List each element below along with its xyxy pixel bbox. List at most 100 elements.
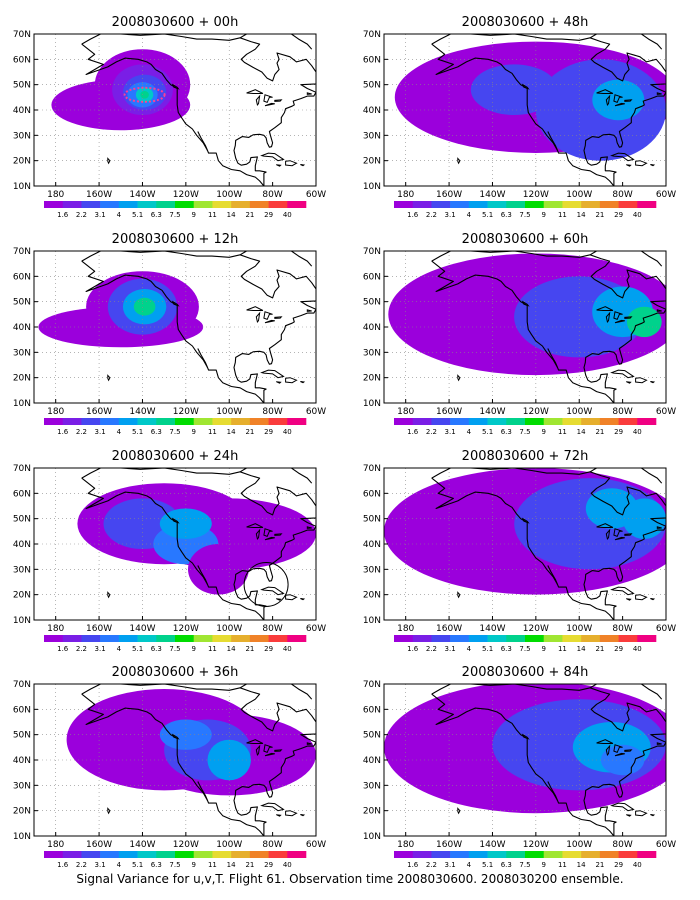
colorbar-label: 11 bbox=[558, 428, 567, 436]
variance-field bbox=[384, 468, 666, 595]
colorbar-label: 9 bbox=[541, 861, 545, 869]
colorbar-swatch bbox=[487, 635, 507, 642]
y-tick-label: 30N bbox=[13, 781, 31, 791]
colorbar-label: 7.5 bbox=[169, 428, 180, 436]
x-tick-label: 160W bbox=[436, 407, 462, 417]
colorbar-label: 40 bbox=[283, 645, 292, 653]
x-tick-label: 120W bbox=[173, 840, 199, 850]
colorbar-swatch bbox=[137, 418, 157, 425]
y-tick-label: 10N bbox=[363, 182, 381, 192]
map-panel-5: 2008030600 + 24h 180 160W 140W 120W 100W 80W 60… bbox=[13, 449, 326, 653]
colorbar-label: 40 bbox=[633, 211, 642, 219]
x-tick-label: 100W bbox=[566, 624, 592, 634]
colorbar-swatch bbox=[81, 201, 101, 208]
variance-contour bbox=[470, 64, 558, 115]
colorbar-swatch bbox=[231, 418, 251, 425]
x-tick-label: 100W bbox=[216, 190, 242, 200]
colorbar-swatch bbox=[118, 635, 138, 642]
variance-contour bbox=[133, 297, 156, 316]
colorbar-swatch bbox=[44, 201, 64, 208]
map-panel-4: 2008030600 + 60h 180 160W 140W 120W 100W 80W 60… bbox=[363, 232, 676, 436]
colorbar-swatch bbox=[506, 418, 526, 425]
colorbar-label: 2.2 bbox=[426, 211, 437, 219]
y-tick-label: 40N bbox=[13, 756, 31, 766]
colorbar-label: 6.3 bbox=[151, 645, 162, 653]
y-tick-label: 40N bbox=[363, 540, 381, 550]
colorbar-label: 6.3 bbox=[151, 861, 162, 869]
colorbar-swatch bbox=[268, 418, 288, 425]
colorbar-swatch bbox=[618, 635, 638, 642]
x-tick-label: 140W bbox=[129, 190, 155, 200]
colorbar-label: 1.6 bbox=[57, 645, 69, 653]
colorbar-swatch bbox=[468, 418, 488, 425]
colorbar-swatch bbox=[468, 851, 488, 858]
colorbar-swatch bbox=[562, 851, 582, 858]
colorbar-swatch bbox=[100, 201, 120, 208]
panel-title: 2008030600 + 48h bbox=[462, 15, 589, 30]
colorbar-label: 7.5 bbox=[519, 645, 530, 653]
x-tick-label: 60W bbox=[306, 840, 326, 850]
y-tick-label: 20N bbox=[363, 374, 381, 384]
colorbar-swatch bbox=[581, 635, 601, 642]
y-tick-label: 30N bbox=[363, 131, 381, 141]
panel-title: 2008030600 + 72h bbox=[462, 449, 589, 464]
colorbar-swatch bbox=[618, 418, 638, 425]
colorbar-label: 4 bbox=[467, 428, 472, 436]
y-tick-label: 20N bbox=[363, 157, 381, 167]
colorbar-label: 9 bbox=[191, 211, 195, 219]
circled-region bbox=[243, 562, 289, 607]
colorbar-label: 1.6 bbox=[407, 861, 419, 869]
colorbar-swatch bbox=[212, 418, 232, 425]
colorbar-label: 40 bbox=[283, 428, 292, 436]
variance-contour bbox=[159, 508, 212, 539]
y-tick-label: 30N bbox=[13, 348, 31, 358]
colorbar-label: 6.3 bbox=[501, 211, 512, 219]
x-tick-label: 140W bbox=[129, 407, 155, 417]
colorbar-swatch bbox=[231, 635, 251, 642]
colorbar-label: 4 bbox=[117, 211, 122, 219]
colorbar-label: 9 bbox=[541, 428, 545, 436]
colorbar-label: 14 bbox=[227, 645, 236, 653]
colorbar-label: 4 bbox=[467, 645, 472, 653]
map-panel-1: 2008030600 + 00h 180 160W 140W 120W 100W 80W 60… bbox=[13, 15, 326, 219]
coastline bbox=[81, 251, 316, 403]
y-tick-label: 60N bbox=[363, 705, 381, 715]
colorbar-swatch bbox=[137, 635, 157, 642]
x-tick-label: 160W bbox=[86, 190, 112, 200]
x-tick-label: 180 bbox=[397, 407, 414, 417]
colorbar-swatch bbox=[81, 635, 101, 642]
y-tick-label: 60N bbox=[13, 55, 31, 65]
x-tick-label: 60W bbox=[656, 407, 676, 417]
colorbar-label: 5.1 bbox=[482, 428, 493, 436]
colorbar-label: 29 bbox=[264, 428, 273, 436]
colorbar-swatch bbox=[506, 635, 526, 642]
colorbar-label: 3.1 bbox=[95, 211, 106, 219]
variance-contour bbox=[159, 719, 212, 750]
colorbar-label: 11 bbox=[208, 645, 217, 653]
colorbar-swatch bbox=[637, 851, 657, 858]
x-tick-label: 160W bbox=[436, 624, 462, 634]
colorbar-label: 14 bbox=[227, 428, 236, 436]
y-tick-label: 10N bbox=[13, 399, 31, 409]
x-tick-label: 100W bbox=[566, 840, 592, 850]
panel-title: 2008030600 + 00h bbox=[112, 15, 239, 30]
colorbar-swatch bbox=[506, 851, 526, 858]
colorbar-swatch bbox=[618, 201, 638, 208]
x-tick-label: 180 bbox=[47, 190, 64, 200]
x-tick-label: 180 bbox=[47, 624, 64, 634]
y-tick-label: 30N bbox=[13, 565, 31, 575]
colorbar-swatch bbox=[212, 851, 232, 858]
colorbar-swatch bbox=[287, 201, 307, 208]
y-tick-label: 60N bbox=[363, 272, 381, 282]
colorbar-label: 2.2 bbox=[76, 428, 87, 436]
coastline bbox=[431, 34, 666, 186]
colorbar-label: 5.1 bbox=[482, 645, 493, 653]
colorbar-swatch bbox=[431, 201, 451, 208]
colorbar-label: 2.2 bbox=[76, 211, 87, 219]
colorbar: 1.6 2.2 3.1 4 5.1 6.3 7.5 9 11 14 21 29 40 bbox=[394, 851, 657, 869]
colorbar-label: 40 bbox=[283, 211, 292, 219]
colorbar-label: 2.2 bbox=[76, 645, 87, 653]
colorbar-swatch bbox=[562, 201, 582, 208]
colorbar-swatch bbox=[394, 851, 414, 858]
colorbar-swatch bbox=[118, 201, 138, 208]
